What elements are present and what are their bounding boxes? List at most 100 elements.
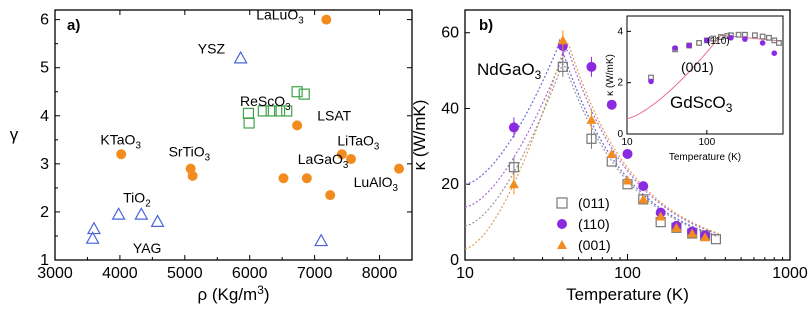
data-point	[301, 173, 312, 184]
data-point	[111, 207, 126, 220]
data-point	[257, 105, 269, 117]
data-point	[771, 50, 778, 56]
x-tick-label: 100	[614, 265, 641, 282]
data-point	[606, 148, 617, 158]
data-point	[150, 214, 165, 227]
data-point	[134, 207, 149, 220]
panel-a-frame	[54, 9, 413, 261]
x-tick-label: 5000	[167, 265, 203, 282]
point-label: ReScO3	[240, 93, 291, 113]
data-point	[742, 36, 748, 42]
panel-a: 3000 4000 5000 6000 7000 8000 1 2 3 4 5 6 a) ρ (Kg/m3…	[10, 7, 413, 304]
y-tick-label: 40	[441, 100, 459, 117]
data-point	[622, 175, 633, 185]
data-point	[735, 31, 742, 38]
y-axis-label: κ (W/mK)	[605, 54, 616, 96]
data-point	[242, 107, 255, 119]
data-point	[606, 99, 617, 110]
data-point	[638, 181, 649, 192]
data-point	[233, 50, 248, 64]
point-label: LaGaO3	[298, 151, 349, 171]
point-label: LSAT	[317, 108, 351, 124]
data-point	[557, 35, 568, 45]
material-label: NdGaO3	[477, 60, 542, 82]
data-point	[648, 78, 654, 85]
data-point	[336, 149, 347, 160]
data-point	[86, 221, 101, 235]
data-point	[586, 133, 597, 144]
data-point	[686, 42, 692, 49]
data-point	[291, 86, 303, 98]
x-tick-label: 7000	[297, 265, 333, 282]
y-tick-label: 4	[40, 108, 49, 125]
data-point	[394, 163, 405, 174]
series-label: (001)	[681, 59, 714, 75]
data-point	[325, 190, 336, 201]
point-label: LiTaO3	[337, 133, 380, 153]
fit-curve	[464, 40, 719, 250]
y-tick-label: 60	[441, 25, 459, 42]
legend-label: (110)	[578, 216, 610, 232]
y-tick-label: 0	[617, 129, 623, 140]
data-point	[759, 33, 766, 40]
x-axis-label: Temperature (K)	[669, 152, 741, 163]
data-point	[671, 222, 682, 232]
data-point	[345, 154, 356, 165]
material-label: GdScO3	[670, 93, 733, 115]
data-point	[751, 32, 758, 39]
data-point	[687, 228, 698, 238]
panel-label: a)	[67, 17, 80, 34]
data-point	[273, 105, 286, 117]
x-tick-label: 3000	[37, 265, 73, 282]
series-label: (110)	[707, 36, 730, 47]
data-point	[586, 61, 597, 72]
data-point	[655, 211, 666, 221]
y-tick-label: 0	[450, 252, 459, 269]
data-point	[281, 105, 293, 117]
data-point	[759, 40, 766, 46]
model-curve	[626, 34, 782, 120]
x-tick-label: 1000	[772, 265, 808, 282]
legend-marker	[557, 219, 567, 229]
legend-label: (011)	[578, 195, 610, 211]
x-axis-label: ρ (Kg/m3)	[197, 283, 269, 304]
data-point	[700, 232, 711, 242]
panel-label: b)	[479, 17, 493, 34]
y-tick-label: 6	[40, 12, 49, 29]
legend-marker	[557, 240, 567, 249]
x-axis-label: Temperature (K)	[566, 285, 689, 304]
point-label: YSZ	[198, 40, 226, 56]
x-tick-label: 6000	[232, 265, 268, 282]
data-point	[85, 231, 100, 244]
x-tick-label: 10	[456, 265, 474, 282]
data-point	[622, 148, 633, 159]
y-tick-label: 20	[441, 176, 459, 193]
data-point	[717, 34, 724, 40]
data-point	[508, 179, 519, 189]
y-axis-label: γ	[10, 125, 19, 144]
y-tick-label: 5	[40, 60, 49, 77]
data-point	[508, 162, 520, 173]
data-point	[508, 122, 519, 133]
legend-marker	[556, 197, 568, 209]
point-label: SrTiO3	[169, 144, 211, 164]
x-tick-label: 4000	[102, 265, 138, 282]
data-point	[710, 234, 722, 245]
y-tick-label: 4	[617, 26, 623, 37]
point-label: TiO2	[123, 189, 150, 209]
point-label: KTaO3	[100, 132, 141, 152]
point-label: LuAlO3	[354, 174, 399, 194]
data-point	[116, 149, 127, 160]
data-point	[672, 45, 678, 51]
y-tick-label: 3	[40, 156, 49, 173]
data-point	[243, 117, 255, 129]
data-point	[557, 61, 568, 72]
x-tick-label: 10	[621, 137, 633, 148]
x-tick-label: 100	[698, 137, 715, 148]
data-point	[278, 173, 289, 184]
y-tick-label: 2	[40, 204, 49, 221]
data-point	[298, 88, 310, 100]
point-label: LaLuO3	[256, 7, 304, 27]
data-point	[187, 170, 198, 181]
y-axis-label: κ (W/mK)	[410, 100, 429, 171]
